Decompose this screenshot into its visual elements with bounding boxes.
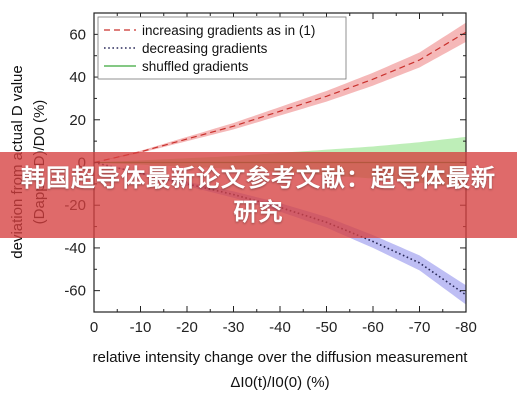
x-tick-label-0: 0 xyxy=(90,319,98,336)
legend-box xyxy=(97,16,347,80)
y-tick-label-1: 40 xyxy=(69,69,86,86)
legend-label-increasing: increasing gradients as in (1) xyxy=(142,23,315,38)
x-tick-label-4: -40 xyxy=(269,319,291,336)
x-tick-label-6: -60 xyxy=(362,319,384,336)
overlay-banner: 韩国超导体最新论文参考文献：超导体最新研究 xyxy=(0,152,517,238)
x-tick-label-7: -70 xyxy=(409,319,431,336)
legend: increasing gradients as in (1) decreasin… xyxy=(97,16,347,80)
x-tick-label-5: -50 xyxy=(316,319,338,336)
x-axis-title-line2: ΔI0(t)/I0(0) (%) xyxy=(230,374,329,391)
y-tick-label-5: -40 xyxy=(64,240,86,257)
legend-label-decreasing: decreasing gradients xyxy=(142,41,268,56)
x-tick-label-8: -80 xyxy=(455,319,477,336)
x-axis-title-line1: relative intensity change over the diffu… xyxy=(93,349,469,366)
y-tick-label-6: -60 xyxy=(64,283,86,300)
line-series-0 xyxy=(93,31,467,164)
y-tick-label-2: 20 xyxy=(69,112,86,129)
banner-text: 韩国超导体最新论文参考文献：超导体最新研究 xyxy=(21,164,496,226)
y-tick-label-0: 60 xyxy=(69,26,86,43)
x-tick-label-2: -20 xyxy=(176,319,198,336)
x-tick-label-3: -30 xyxy=(223,319,245,336)
x-tick-label-1: -10 xyxy=(130,319,152,336)
axis-ticks xyxy=(93,12,467,313)
legend-label-shuffled: shuffled gradients xyxy=(142,59,249,74)
